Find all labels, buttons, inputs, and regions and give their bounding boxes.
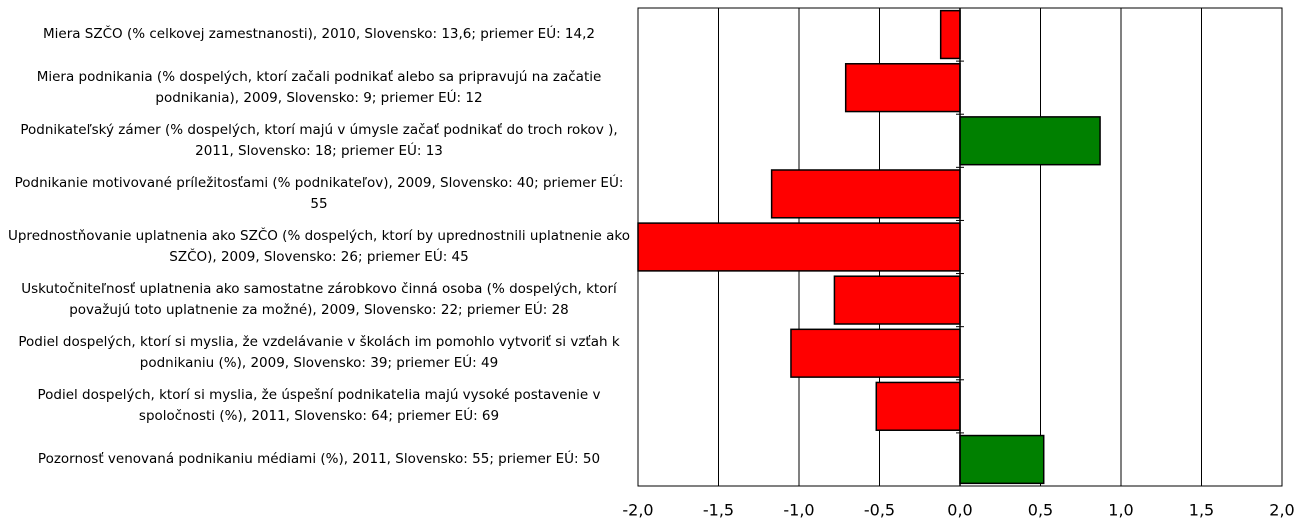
category-label: Podiel dospelých, ktorí si myslia, že vz…	[18, 334, 620, 372]
category-label: Uskutočniteľnosť uplatnenia ako samostat…	[21, 281, 617, 319]
bar	[844, 63, 961, 113]
x-tick-label: 1,0	[1108, 501, 1133, 520]
bar	[770, 169, 961, 219]
category-label: Miera podnikania (% dospelých, ktorí zač…	[36, 68, 602, 106]
bar	[790, 328, 961, 378]
x-tick-label: -1,0	[783, 501, 814, 520]
bar	[637, 222, 961, 272]
x-tick-label: -1,5	[703, 501, 734, 520]
x-tick-label: 0,5	[1028, 501, 1053, 520]
x-tick-label: -0,5	[864, 501, 895, 520]
category-label: Podnikateľský zámer (% dospelých, ktorí …	[20, 121, 618, 159]
bar	[875, 381, 961, 431]
bar	[939, 9, 961, 60]
category-label: Pozornosť venovaná podnikaniu médiami (%…	[37, 450, 601, 467]
category-label: Podnikanie motivované príležitosťami (% …	[14, 174, 624, 212]
x-tick-label: -2,0	[622, 501, 653, 520]
category-label: Podiel dospelých, ktorí si myslia, že ús…	[37, 387, 601, 425]
category-label: Uprednostňovanie uplatnenia ako SZČO (% …	[7, 227, 630, 265]
bar	[959, 434, 1045, 485]
x-tick-label: 0,0	[947, 501, 972, 520]
x-tick-label: 2,0	[1269, 501, 1294, 520]
bar	[833, 275, 961, 325]
category-label: Miera SZČO (% celkovej zamestnanosti), 2…	[42, 26, 595, 43]
x-tick-label: 1,5	[1189, 501, 1214, 520]
bar	[959, 116, 1101, 166]
